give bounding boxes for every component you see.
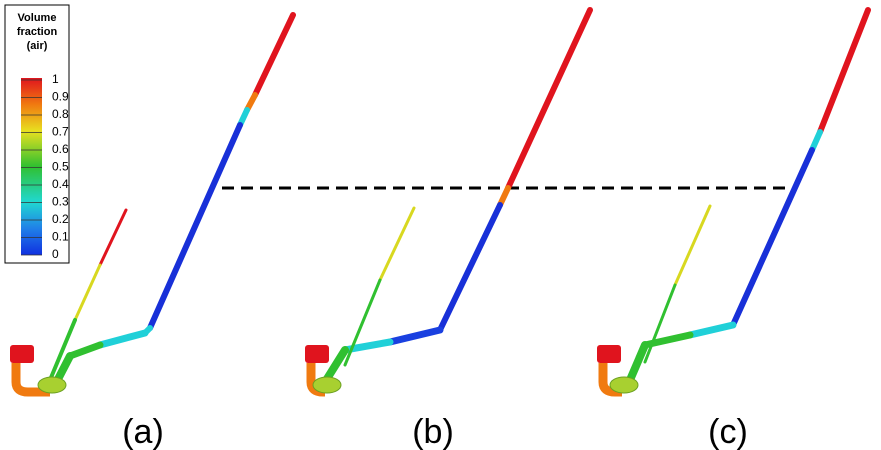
pipe-segment <box>147 122 243 331</box>
colorbar-title: (air) <box>27 40 48 52</box>
pipe-segment <box>73 263 102 322</box>
pipe-segment <box>343 278 382 367</box>
colorbar-tick-label: 0.2 <box>52 212 69 226</box>
pipe-segment <box>98 208 128 267</box>
nozzle <box>305 345 329 363</box>
nozzle-bend <box>11 363 50 397</box>
colorbar-tick-label: 0.9 <box>52 90 69 104</box>
colorbar-tick-label: 0.5 <box>52 160 69 174</box>
colorbar-tick-label: 0.3 <box>52 195 69 209</box>
pipe-segment <box>378 206 416 282</box>
fitting <box>312 376 342 394</box>
pipe-segment <box>626 341 649 384</box>
nozzle <box>10 345 34 363</box>
pipe-segment <box>437 202 503 333</box>
panel-label: (c) <box>708 413 748 450</box>
pipe-segment <box>817 7 871 135</box>
fitting <box>37 376 67 394</box>
colorbar-tick-label: 0.4 <box>52 177 69 191</box>
colorbar-tick-label: 0.7 <box>52 125 69 139</box>
fitting <box>609 376 639 394</box>
pipe-segment <box>686 321 737 339</box>
pipe-segment <box>673 204 712 287</box>
colorbar-title: Volume <box>18 12 57 24</box>
pipes <box>10 7 871 397</box>
pipe-segment <box>497 185 511 208</box>
pipe-segment <box>252 12 296 98</box>
pipe-segment <box>96 329 149 349</box>
colorbar-title: fraction <box>17 26 58 38</box>
panel-label: (a) <box>122 413 164 450</box>
nozzle-bend <box>598 363 622 397</box>
nozzle <box>597 345 621 363</box>
colorbar-tick-label: 0.8 <box>52 107 69 121</box>
colorbar-tick-label: 0.1 <box>52 230 69 244</box>
pipe-segment <box>66 341 104 360</box>
colorbar <box>21 78 42 255</box>
pipe-segment <box>809 129 823 153</box>
colorbar-tick-label: 1 <box>52 72 59 86</box>
pipe-segment <box>643 283 677 364</box>
pipe-segment <box>48 318 77 382</box>
colorbar-tick-label: 0 <box>52 247 59 261</box>
panel-label: (b) <box>412 413 454 450</box>
colorbar-tick-label: 0.6 <box>52 142 69 156</box>
pipe-segment <box>505 7 593 191</box>
pipe-segment <box>386 326 444 346</box>
pipe-segment <box>730 147 815 328</box>
